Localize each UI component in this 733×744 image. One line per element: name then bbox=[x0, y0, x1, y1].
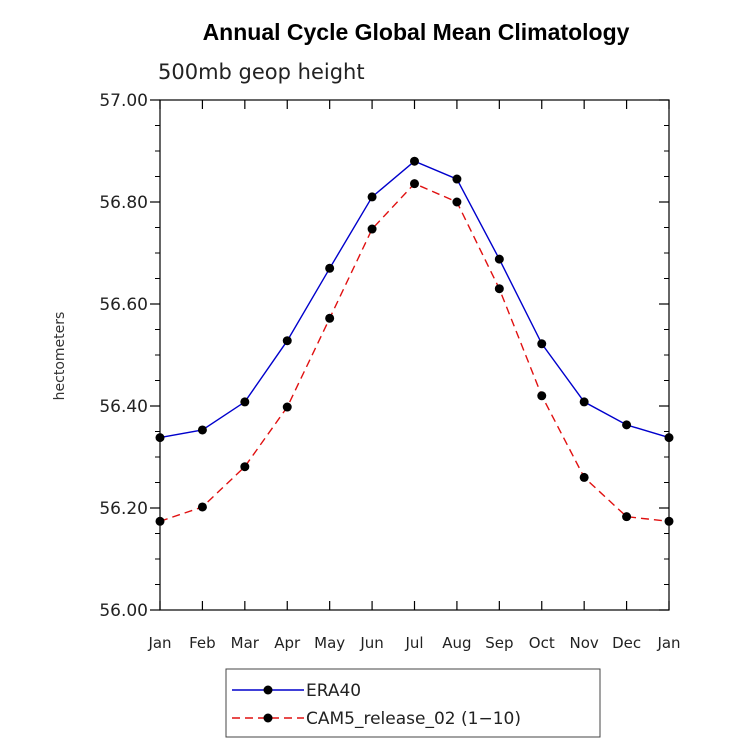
y-tick-label: 56.00 bbox=[99, 601, 148, 621]
legend-box bbox=[225, 668, 601, 738]
y-axis-label: hectometers bbox=[52, 312, 68, 401]
series-1-point bbox=[410, 179, 419, 189]
series-0-point bbox=[197, 425, 207, 435]
y-tick-label: 56.80 bbox=[99, 193, 148, 213]
legend: ERA40 CAM5_release_02 (1−10) bbox=[225, 668, 601, 738]
series-1-point bbox=[197, 502, 207, 512]
x-tick-label: Feb bbox=[189, 634, 216, 652]
legend-marker-1 bbox=[263, 713, 273, 723]
x-tick-label: May bbox=[314, 634, 345, 652]
legend-label-1: CAM5_release_02 (1−10) bbox=[306, 709, 521, 729]
series-1-point bbox=[282, 402, 292, 412]
series-1-point bbox=[240, 462, 250, 472]
x-tick-label: Dec bbox=[612, 634, 641, 652]
x-tick-label: Nov bbox=[570, 634, 599, 652]
series-0-point bbox=[579, 397, 589, 407]
series-layer bbox=[155, 156, 674, 526]
x-tick-label: Oct bbox=[529, 634, 555, 652]
chart-subtitle: 500mb geop height bbox=[158, 60, 365, 84]
y-tick-label: 56.20 bbox=[99, 499, 148, 519]
legend-marker-0 bbox=[263, 685, 273, 695]
y-tick-label: 56.60 bbox=[99, 295, 148, 315]
x-tick-label: Jan bbox=[147, 634, 171, 652]
series-0-point bbox=[452, 174, 462, 184]
series-0-point bbox=[240, 397, 250, 407]
series-0-point bbox=[664, 433, 674, 443]
series-0-point bbox=[367, 192, 377, 202]
series-0-point bbox=[537, 339, 547, 349]
series-line-0 bbox=[159, 160, 670, 439]
y-tick-labels: 56.00 56.20 56.40 56.60 56.80 57.00 bbox=[99, 91, 148, 621]
series-1-point bbox=[452, 197, 462, 207]
axis-ticks bbox=[150, 99, 670, 611]
legend-label-0: ERA40 bbox=[306, 681, 361, 701]
x-tick-label: Jan bbox=[656, 634, 680, 652]
x-tick-label: Aug bbox=[442, 634, 471, 652]
y-tick-label: 57.00 bbox=[99, 91, 148, 111]
series-0-point bbox=[494, 254, 504, 264]
series-line-1 bbox=[159, 182, 670, 522]
chart-title: Annual Cycle Global Mean Climatology bbox=[203, 19, 630, 45]
plot-frame bbox=[159, 99, 670, 611]
series-0-point bbox=[282, 336, 292, 346]
series-1-point bbox=[579, 472, 589, 482]
x-tick-label: Jun bbox=[359, 634, 383, 652]
x-tick-label: Jul bbox=[404, 634, 423, 652]
x-tick-labels: Jan Feb Mar Apr May Jun Jul Aug Sep Oct Nov Dec Jan bbox=[147, 634, 680, 652]
series-0-point bbox=[155, 433, 165, 443]
x-tick-label: Mar bbox=[231, 634, 260, 652]
x-tick-label: Apr bbox=[274, 634, 301, 652]
series-1-point bbox=[155, 516, 165, 526]
series-1-point bbox=[622, 512, 632, 522]
series-1-point bbox=[537, 391, 547, 401]
series-1-point bbox=[367, 224, 377, 234]
series-0-point bbox=[325, 263, 335, 273]
y-tick-label: 56.40 bbox=[99, 397, 148, 417]
series-1-point bbox=[494, 284, 504, 294]
x-tick-label: Sep bbox=[485, 634, 513, 652]
series-0-point bbox=[622, 420, 632, 430]
series-1-point bbox=[664, 516, 674, 526]
series-0-point bbox=[410, 156, 419, 166]
series-1-point bbox=[325, 313, 335, 323]
